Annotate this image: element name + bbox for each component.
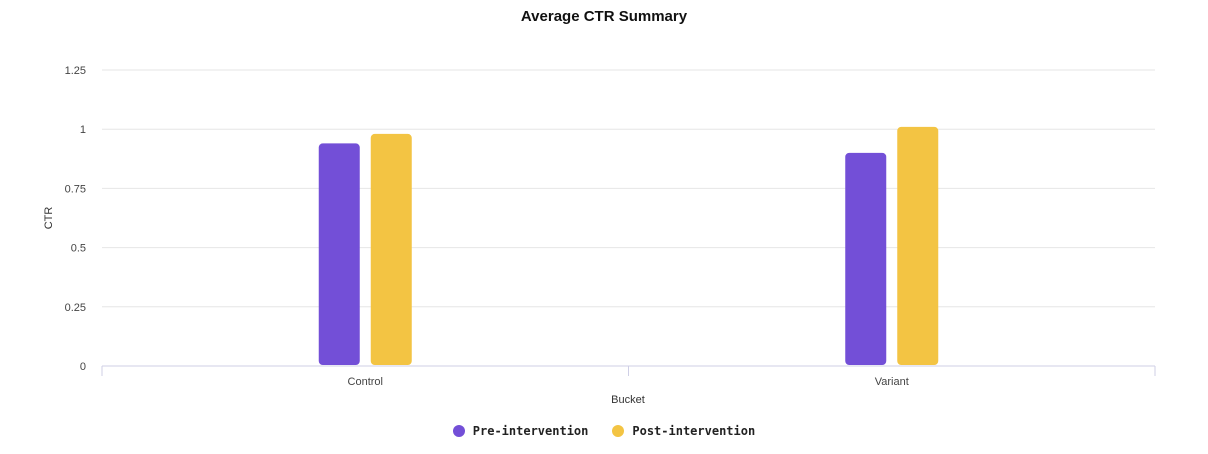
x-axis: Control Variant <box>101 365 1156 388</box>
bar-post-intervention-control[interactable] <box>370 133 412 365</box>
y-tick-label: 1.25 <box>65 65 86 77</box>
y-tick-label: 0.75 <box>65 183 86 195</box>
bar-post-intervention-variant[interactable] <box>897 126 939 365</box>
y-axis-title: CTR <box>43 207 55 230</box>
y-tick-label: 0.25 <box>65 302 86 314</box>
y-axis-ticks: 0 0.25 0.5 0.75 1 1.25 <box>65 65 86 373</box>
legend-swatch-pre-intervention <box>452 425 465 437</box>
y-tick-label: 1 <box>80 124 86 136</box>
bar-pre-intervention-variant[interactable] <box>845 152 887 365</box>
x-tick-label: Variant <box>875 376 909 388</box>
gridlines <box>102 69 1155 308</box>
chart-title: Average CTR Summary <box>520 8 688 25</box>
legend-item-post-intervention[interactable]: Post-intervention <box>612 424 755 438</box>
legend-label-pre-intervention: Pre-intervention <box>472 424 589 438</box>
y-tick-label: 0.5 <box>71 243 86 255</box>
legend: Pre-intervention Post-intervention <box>0 424 1208 438</box>
legend-label-post-intervention: Post-intervention <box>632 424 756 438</box>
legend-swatch-post-intervention <box>612 425 625 437</box>
bar-pre-intervention-control[interactable] <box>318 143 360 365</box>
y-tick-label: 0 <box>80 361 86 373</box>
x-axis-title: Bucket <box>611 394 645 406</box>
legend-item-pre-intervention[interactable]: Pre-intervention <box>452 424 589 438</box>
x-tick-label: Control <box>348 376 383 388</box>
bars <box>318 126 939 365</box>
